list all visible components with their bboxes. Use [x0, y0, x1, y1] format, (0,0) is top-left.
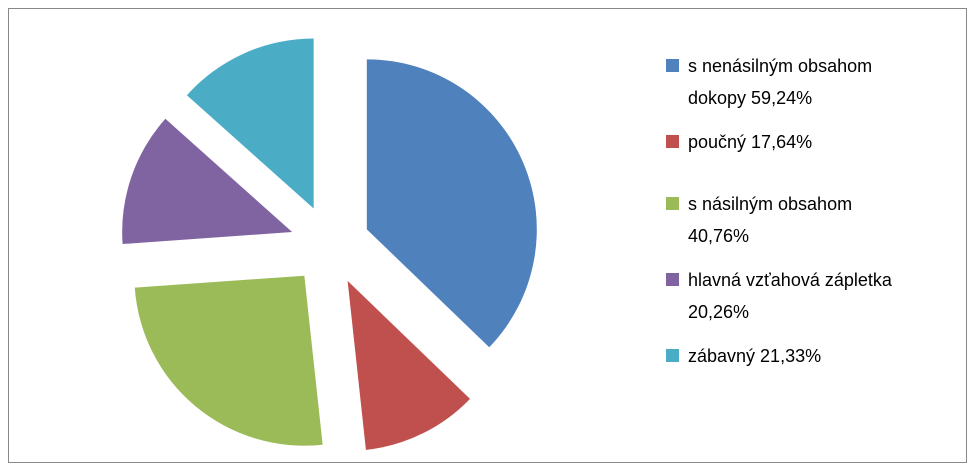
pie-slice	[186, 38, 314, 209]
legend-swatch	[666, 197, 679, 210]
legend-swatch	[666, 349, 679, 362]
legend-label: s nenásilným obsahom dokopy 59,24%	[688, 56, 873, 108]
legend-label: poučný 17,64%	[688, 132, 813, 152]
legend-swatch	[666, 273, 679, 286]
legend-label: s násilným obsahom 40,76%	[688, 194, 853, 246]
legend-item: poučný 17,64%	[666, 126, 958, 158]
pie-slice	[366, 59, 537, 348]
legend-swatch	[666, 135, 679, 148]
legend-item: s nenásilným obsahom dokopy 59,24%	[666, 50, 903, 114]
pie-slice	[347, 280, 471, 450]
legend-label: hlavná vzťahová zápletka 20,26%	[688, 270, 892, 322]
legend-item: zábavný 21,33%	[666, 340, 958, 372]
legend-swatch	[666, 59, 679, 72]
legend-item: hlavná vzťahová zápletka 20,26%	[666, 264, 950, 328]
pie-slice	[134, 275, 323, 446]
legend: s nenásilným obsahom dokopy 59,24% poučný…	[666, 50, 958, 384]
legend-label: zábavný 21,33%	[688, 346, 822, 366]
legend-item: s násilným obsahom 40,76%	[666, 188, 903, 252]
pie-slice	[122, 118, 293, 245]
